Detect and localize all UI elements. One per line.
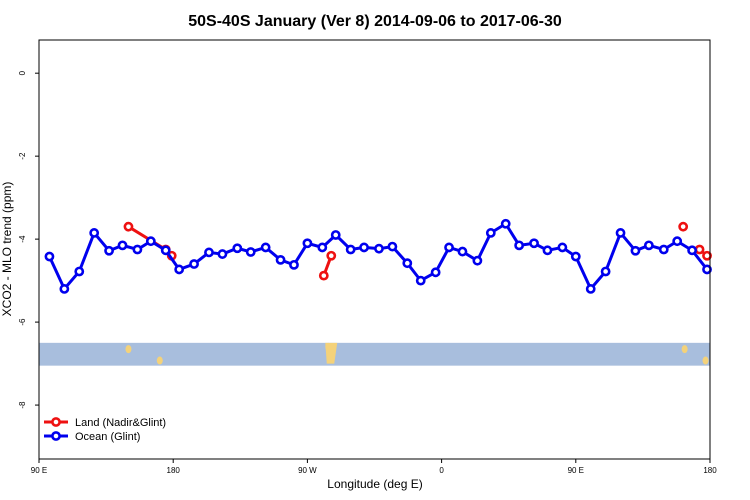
data-point [672,236,683,247]
legend-marker [51,431,61,441]
data-point [600,266,611,277]
data-point [630,245,641,256]
y-axis: 0 -2 -4 -6 -8 [18,70,39,409]
data-point [326,250,337,261]
legend-label: Ocean (Glint) [75,431,140,443]
data-point [204,247,214,258]
x-tick-label: 90 E [31,466,47,475]
land-speck [125,345,132,354]
data-point [542,245,553,256]
data-point [643,240,654,251]
data-point [485,228,496,238]
y-tick-label: -4 [18,235,27,243]
x-tick-label: 90 W [298,466,317,475]
data-point [585,284,596,294]
plot-frame [38,39,711,460]
data-point [658,244,669,255]
data-point [59,284,70,294]
data-point [359,242,369,253]
legend: Land (Nadir&Glint) Ocean (Glint) [44,417,166,443]
data-point [302,238,313,249]
series-layer [44,218,712,294]
data-point [160,245,171,256]
data-point [232,243,243,254]
chart-title: 50S-40S January (Ver 8) 2014-09-06 to 20… [188,13,562,30]
land-south-america [325,342,338,364]
data-point [132,244,143,255]
x-tick-label: 180 [167,466,181,475]
data-point [260,242,271,253]
data-point [217,249,228,259]
land-speck [702,356,709,365]
data-point [687,245,698,256]
data-point [402,258,413,269]
data-point [415,275,426,286]
data-point [123,221,134,232]
data-point [387,241,398,252]
data-point [430,267,441,278]
series-ocean [44,218,712,294]
y-tick-label: -6 [18,318,27,326]
data-point [570,251,581,262]
data-point [145,236,156,247]
data-point [457,246,468,257]
data-point [117,240,128,251]
data-point [557,242,568,253]
data-point [694,244,705,255]
data-point [529,238,539,249]
data-point [44,251,55,262]
data-point [472,255,483,266]
data-point [678,221,689,232]
data-point [500,218,511,229]
x-tick-label: 90 E [568,466,584,475]
data-point [289,259,299,270]
data-point [444,242,454,253]
land-ocean-band [39,342,710,366]
y-tick-label: 0 [18,70,27,75]
data-point [89,228,100,238]
y-tick-label: -8 [18,401,27,409]
data-point [174,264,185,275]
data-point [374,243,384,254]
ocean-band [39,342,710,366]
data-point [317,242,328,253]
data-point [275,254,286,265]
data-point [702,250,712,261]
x-axis-label: Longitude (deg E) [327,477,422,491]
data-point [615,228,626,238]
data-point [345,244,356,255]
x-axis: 90 E 180 90 W 0 90 E 180 [31,459,717,475]
data-point [702,264,712,275]
data-point [318,270,329,281]
land-speck [681,345,688,354]
y-tick-label: -2 [18,152,27,160]
data-point [74,266,85,277]
legend-label: Land (Nadir&Glint) [75,417,166,429]
data-point [330,230,341,240]
x-tick-label: 180 [703,466,717,475]
data-point [104,245,114,256]
series-line [48,221,709,292]
y-axis-label: XCO2 - MLO trend (ppm) [0,182,14,317]
data-point [514,240,525,251]
x-tick-label: 0 [439,466,444,475]
land-speck [156,356,163,365]
data-point [189,259,199,269]
data-point [245,247,256,257]
legend-marker [51,417,61,427]
